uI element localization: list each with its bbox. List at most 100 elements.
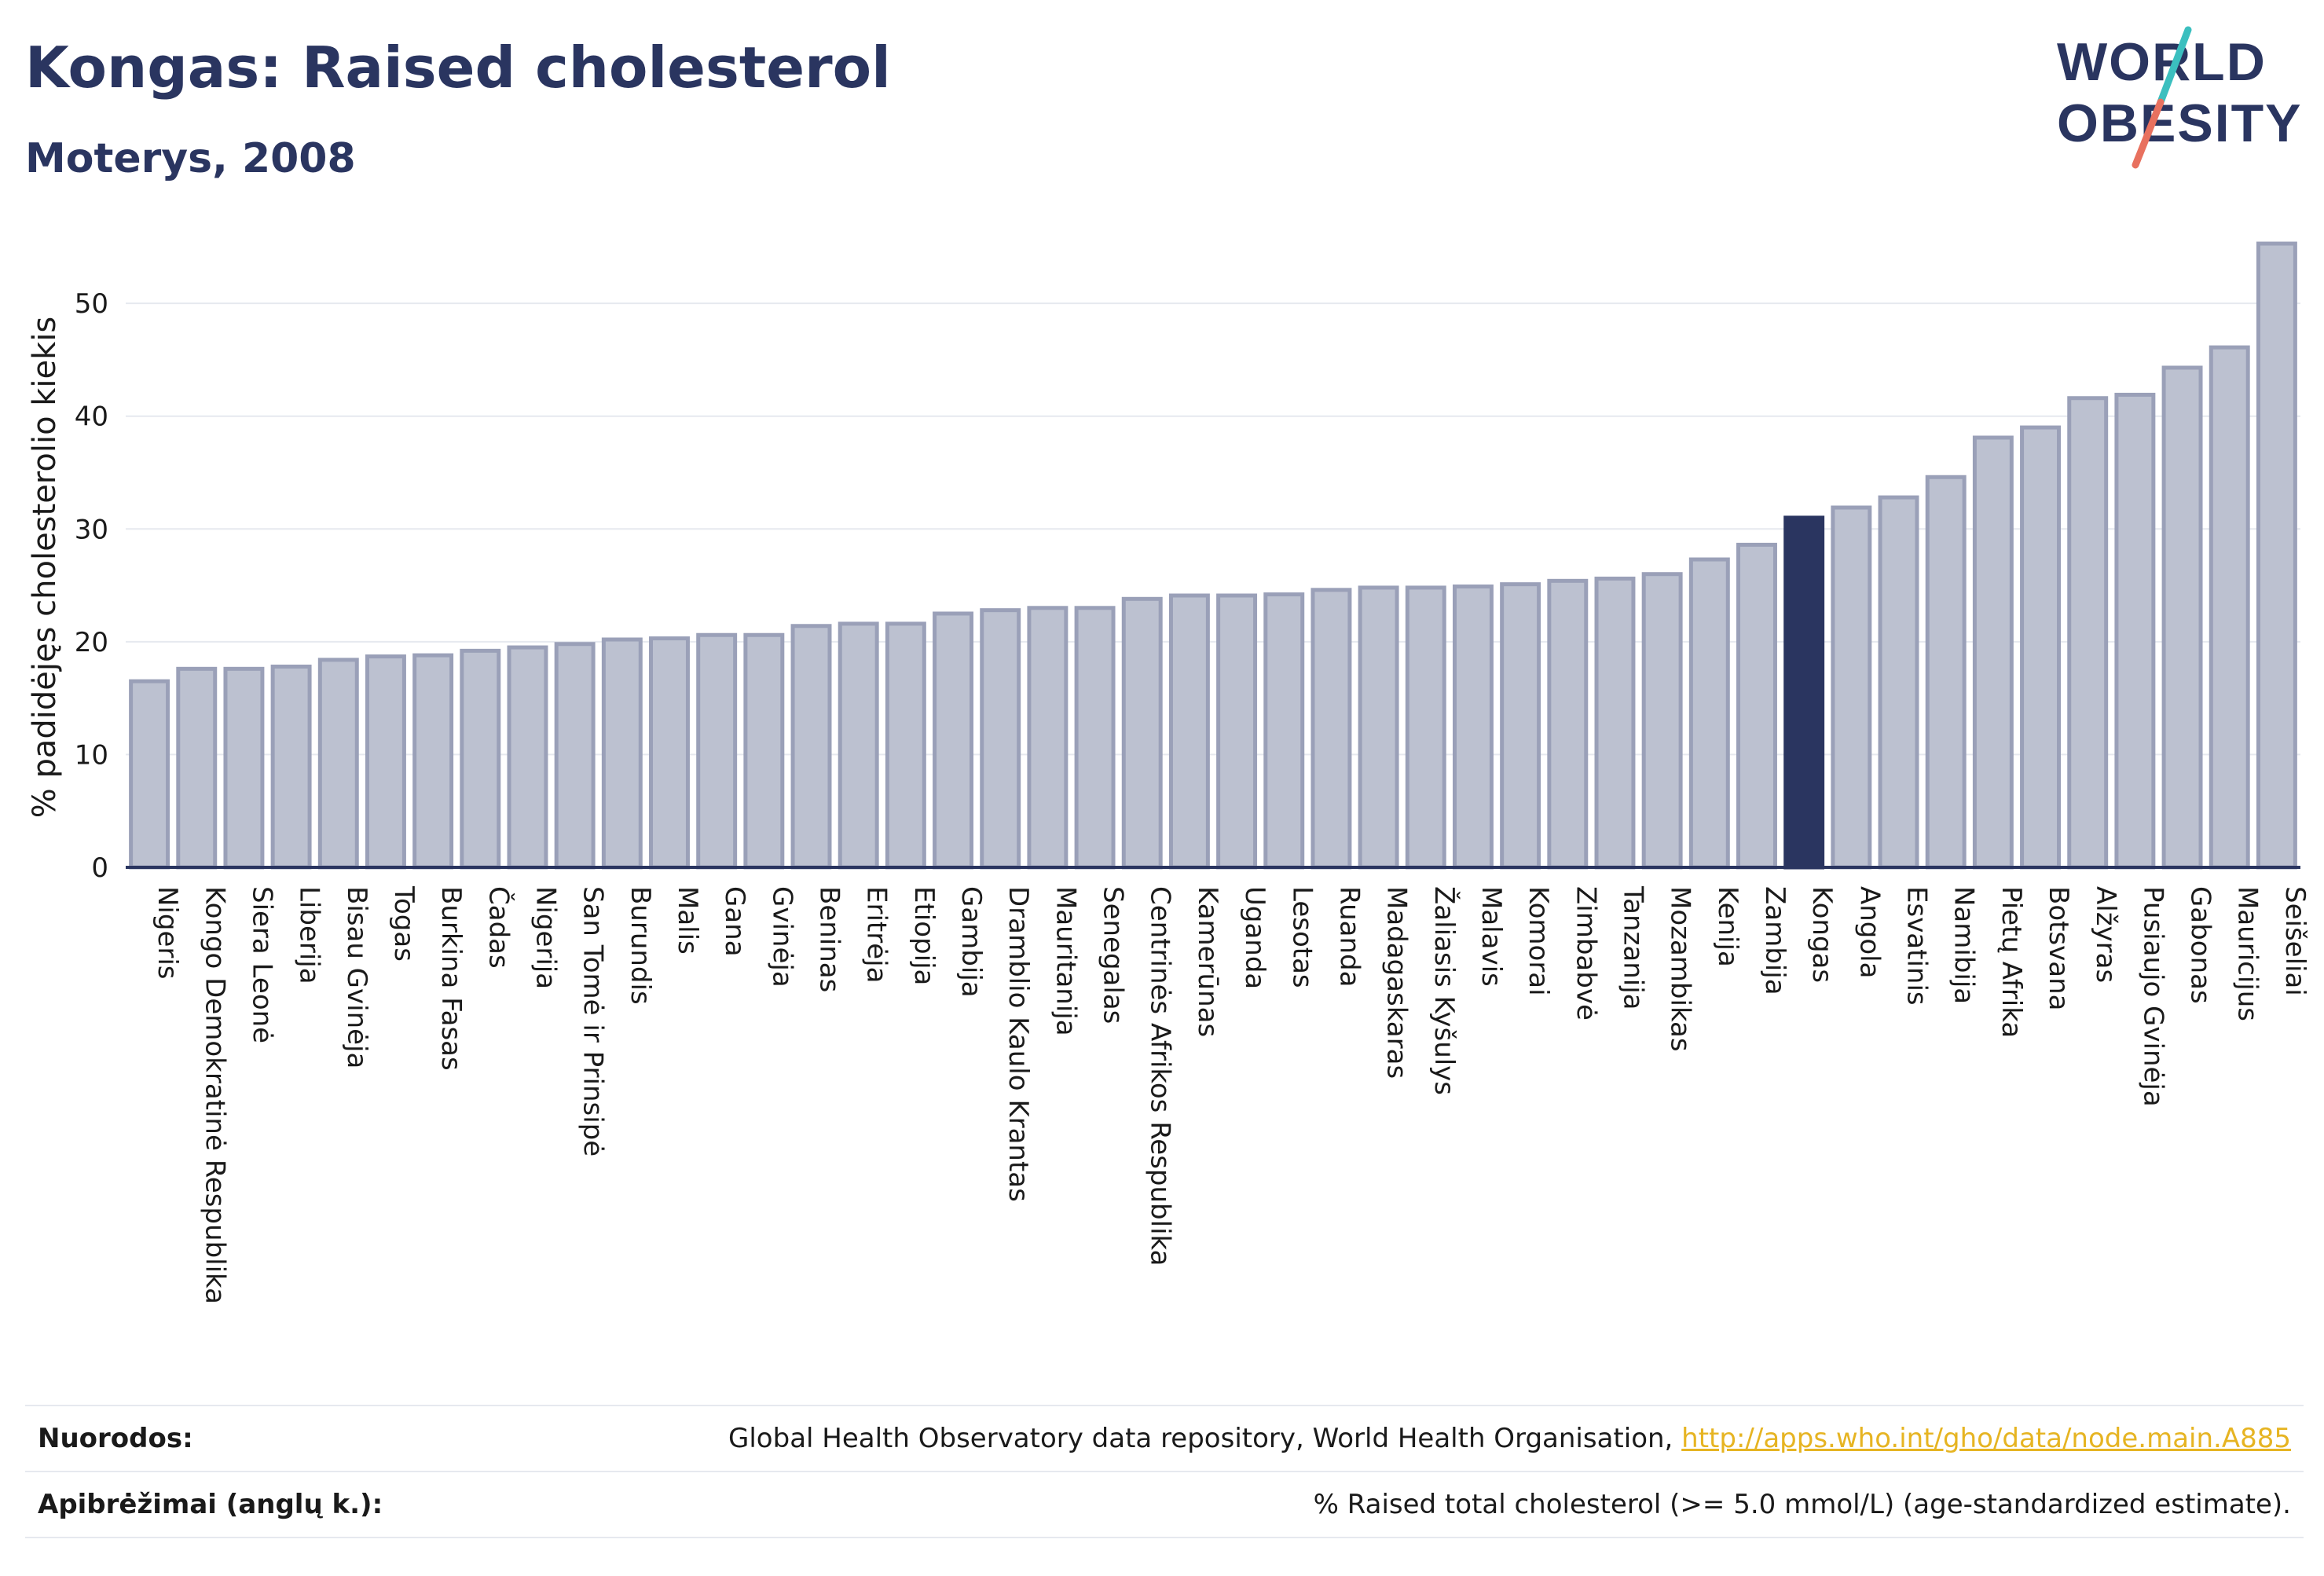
bar: [1547, 578, 1589, 870]
x-tick-label: Esvatinis: [1901, 886, 1933, 1006]
y-tick-label: 50: [75, 288, 108, 320]
bar: [1168, 593, 1210, 870]
bar: [270, 664, 312, 870]
bar: [649, 636, 690, 870]
x-tick-label: Liberija: [294, 886, 325, 984]
x-tick-label: Madagaskaras: [1381, 886, 1413, 1079]
chart-subtitle: Moterys, 2008: [25, 135, 356, 182]
bar: [1310, 588, 1352, 870]
x-tick-label: Burundis: [625, 886, 656, 1005]
x-tick-label: Siera Leonė: [246, 886, 277, 1043]
x-tick-label: Gana: [719, 886, 750, 957]
x-tick-label: Pietų Afrika: [1996, 886, 2027, 1038]
bar: [885, 621, 926, 870]
bar: [1500, 582, 1541, 870]
x-tick-label: Čadas: [482, 886, 515, 969]
y-tick-label: 10: [75, 739, 108, 771]
y-axis-ticks: 0 10 20 30 40 50: [75, 288, 108, 884]
x-tick-label: Eritrėja: [861, 886, 893, 983]
x-tick-label: Dramblio Kaulo Krantas: [1003, 886, 1034, 1202]
bar-chart: 0 10 20 30 40 50 Nigeris Kongo Demokratinė Res…: [27, 241, 2311, 1304]
bar: [1452, 585, 1494, 870]
logo-text-world: WORLD: [2057, 32, 2267, 92]
x-tick-label: Beninas: [814, 886, 845, 992]
bar: [1074, 606, 1116, 870]
bar: [1783, 515, 1825, 870]
bar: [1594, 576, 1636, 870]
logo-text-obesity: OBESITY: [2057, 93, 2303, 153]
footer-table: Nuorodos: Global Health Observatory data…: [25, 1405, 2304, 1538]
bar: [507, 645, 548, 870]
sources-value: Global Health Observatory data repositor…: [728, 1423, 2304, 1454]
x-tick-label: Botsvana: [2043, 886, 2074, 1011]
x-tick-label: Mozambikas: [1665, 886, 1696, 1052]
bar: [2067, 396, 2109, 870]
x-tick-label: Gambija: [955, 886, 987, 998]
bar: [790, 624, 832, 870]
x-tick-label: Kongas: [1806, 886, 1838, 983]
bar: [980, 608, 1021, 870]
bar: [1972, 435, 2014, 870]
y-tick-label: 40: [75, 401, 108, 433]
bar: [2209, 345, 2250, 870]
bar: [317, 658, 359, 870]
x-tick-label: Zimbabvė: [1570, 886, 1601, 1021]
x-tick-label: Centrinės Afrikos Respublika: [1145, 886, 1176, 1266]
y-tick-label: 20: [75, 627, 108, 658]
x-tick-label: Mauritanija: [1050, 886, 1081, 1036]
x-tick-label: Nigeris: [152, 886, 183, 980]
x-tick-label: Lesotas: [1286, 886, 1318, 988]
definitions-value: % Raised total cholesterol (>= 5.0 mmol/…: [1313, 1489, 2291, 1520]
bar: [2020, 425, 2062, 870]
x-tick-label: Pusiaujo Gvinėja: [2137, 886, 2168, 1107]
x-tick-label: Uganda: [1239, 886, 1270, 989]
x-tick-label: Bisau Gvinėja: [341, 886, 372, 1068]
bar: [412, 653, 454, 870]
definitions-label: Apibrėžimai (anglų k.):: [38, 1489, 383, 1520]
bar: [696, 632, 738, 870]
bar: [1216, 593, 1258, 870]
x-tick-label: Nigerija: [530, 886, 561, 989]
bar: [601, 637, 643, 870]
x-tick-label: Kongo Demokratinė Respublika: [199, 886, 230, 1304]
logo-slash-teal: [2157, 26, 2192, 106]
x-tick-label: Tanzanija: [1617, 885, 1648, 1010]
x-axis-ticks: Nigeris Kongo Demokratinė Respublika Siera…: [152, 885, 2311, 1304]
bar: [743, 632, 785, 870]
y-tick-label: 0: [91, 852, 108, 884]
bar: [1736, 542, 1777, 870]
bar: [554, 642, 596, 870]
y-axis-label: % padidėjęs cholesterolio kiekis: [27, 317, 63, 819]
bar: [2256, 241, 2297, 870]
sources-row: Nuorodos: Global Health Observatory data…: [25, 1405, 2304, 1471]
bar: [223, 666, 265, 870]
x-tick-label: Senegalas: [1098, 886, 1129, 1024]
bar: [460, 648, 501, 870]
y-tick-label: 30: [75, 514, 108, 545]
bar: [1688, 557, 1730, 870]
x-tick-label: Togas: [388, 885, 420, 962]
bar: [365, 654, 406, 870]
bar: [1358, 585, 1399, 870]
x-tick-label: Kenija: [1712, 886, 1743, 967]
x-tick-label: Burkina Fasas: [435, 886, 467, 1071]
sources-link[interactable]: http://apps.who.int/gho/data/node.main.A…: [1681, 1423, 2291, 1454]
bar: [129, 679, 170, 870]
x-tick-label: Alžyras: [2090, 886, 2121, 983]
bar: [1405, 585, 1446, 870]
x-tick-label: Etiopija: [908, 886, 940, 985]
bar: [1121, 596, 1163, 870]
bar: [1641, 572, 1683, 870]
bar: [1925, 475, 1967, 870]
sources-label: Nuorodos:: [38, 1423, 193, 1454]
sources-text: Global Health Observatory data repositor…: [728, 1423, 1673, 1454]
bar: [1263, 592, 1305, 870]
bar: [176, 666, 218, 870]
bar: [2114, 392, 2156, 870]
x-tick-label: Mauricijus: [2232, 886, 2264, 1021]
bar: [1831, 505, 1872, 870]
x-tick-label: Gvinėja: [766, 886, 797, 988]
bar: [933, 611, 974, 870]
x-tick-label: Komorai: [1523, 886, 1554, 996]
x-tick-label: Namibija: [1948, 886, 1980, 1004]
